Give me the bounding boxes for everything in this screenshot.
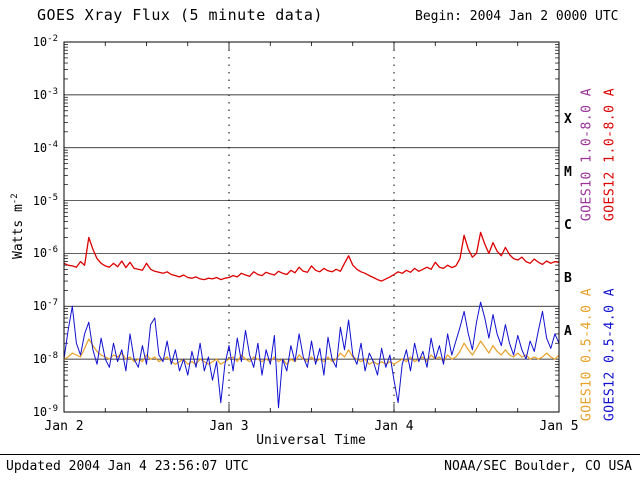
series-goes12-1-0-8-0-a bbox=[64, 231, 559, 282]
flux-class-label-b: B bbox=[564, 270, 572, 286]
series-goes10-0-5-4-0-a bbox=[64, 338, 559, 365]
y-tick-exponent: -9 bbox=[47, 404, 58, 414]
footer-source: NOAA/SEC Boulder, CO USA bbox=[444, 459, 632, 474]
flux-class-label-c: C bbox=[564, 218, 572, 233]
y-tick-base: 10 bbox=[32, 35, 48, 49]
flux-class-label-a: A bbox=[564, 323, 572, 339]
y-tick-exponent: -3 bbox=[47, 86, 58, 97]
y-axis-title-exponent: -2 bbox=[9, 193, 20, 205]
x-tick-label: Jan 4 bbox=[374, 419, 414, 434]
plot-frame bbox=[63, 41, 560, 413]
x-tick-label: Jan 3 bbox=[209, 419, 249, 434]
y-tick-exponent: -8 bbox=[47, 351, 58, 362]
y-tick-label: 10-6 bbox=[20, 245, 58, 260]
y-tick-base: 10 bbox=[32, 352, 48, 367]
begin-time-label: Begin: 2004 Jan 2 0000 UTC bbox=[415, 9, 619, 24]
y-tick-label: 10-8 bbox=[20, 351, 58, 366]
y-axis-title: Watts m-2 bbox=[10, 161, 26, 291]
y-tick-label: 10-5 bbox=[20, 193, 58, 208]
y-tick-exponent: -7 bbox=[47, 298, 58, 309]
legend-goes10-1-0-8-0-a: GOES10 1.0-8.0 A bbox=[579, 87, 595, 222]
legend-goes12-1-0-8-0-a: GOES12 1.0-8.0 A bbox=[602, 87, 618, 222]
x-axis-title: Universal Time bbox=[256, 433, 366, 448]
y-tick-base: 10 bbox=[32, 246, 48, 261]
legend-goes10-0-5-4-0-a: GOES10 0.5-4.0 A bbox=[579, 287, 595, 422]
footer-divider bbox=[0, 454, 640, 455]
series-goes12-0-5-4-0-a bbox=[64, 301, 559, 409]
y-tick-base: 10 bbox=[32, 87, 48, 102]
y-tick-label: 10-2 bbox=[20, 34, 58, 49]
y-tick-label: 10-3 bbox=[20, 87, 58, 102]
x-tick-label: Jan 5 bbox=[539, 419, 579, 434]
chart-title: GOES Xray Flux (5 minute data) bbox=[37, 6, 323, 24]
y-tick-exponent: -6 bbox=[47, 245, 58, 256]
y-tick-label: 10-9 bbox=[20, 404, 58, 419]
y-tick-exponent: -4 bbox=[47, 139, 58, 150]
flux-class-label-m: M bbox=[564, 165, 572, 181]
y-tick-base: 10 bbox=[32, 299, 48, 314]
flux-class-label-x: X bbox=[564, 112, 572, 128]
legend-goes12-0-5-4-0-a: GOES12 0.5-4.0 A bbox=[602, 287, 618, 422]
x-tick-label: Jan 2 bbox=[44, 419, 84, 434]
y-tick-base: 10 bbox=[32, 405, 48, 419]
footer-updated: Updated 2004 Jan 4 23:56:07 UTC bbox=[6, 459, 249, 474]
y-tick-label: 10-4 bbox=[20, 140, 58, 155]
y-tick-base: 10 bbox=[32, 140, 48, 155]
y-tick-exponent: -2 bbox=[47, 34, 58, 44]
y-tick-base: 10 bbox=[32, 193, 48, 208]
y-tick-exponent: -5 bbox=[47, 192, 58, 203]
y-tick-label: 10-7 bbox=[20, 298, 58, 313]
